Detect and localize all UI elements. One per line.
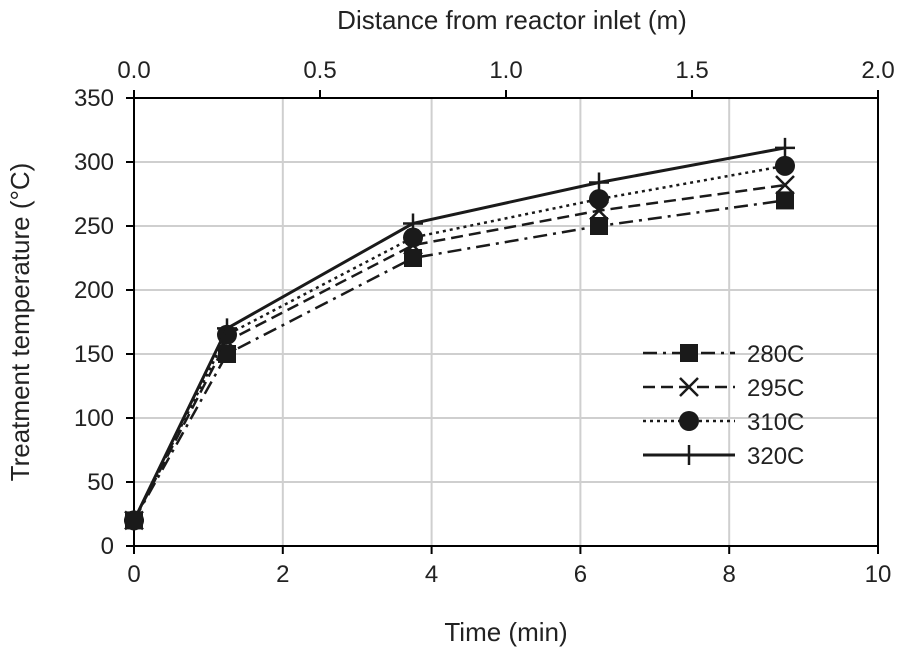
top-x-tick-label: 0.0 bbox=[117, 57, 150, 84]
data-point-310C bbox=[589, 189, 609, 210]
x-tick-label: 0 bbox=[127, 561, 140, 588]
y-tick-label: 300 bbox=[74, 149, 114, 176]
y-tick-label: 0 bbox=[101, 533, 114, 560]
data-point-320C bbox=[124, 510, 144, 531]
legend-marker bbox=[680, 344, 698, 362]
x-tick-label: 2 bbox=[276, 561, 289, 588]
legend: 280C 295C 310C 320C bbox=[643, 341, 804, 470]
data-point-320C bbox=[589, 172, 609, 193]
series-320C bbox=[124, 137, 795, 531]
x-axis-title: Time (min) bbox=[444, 617, 567, 647]
top-x-tick-label: 1.0 bbox=[489, 57, 522, 84]
data-point-280C bbox=[776, 191, 794, 210]
x-tick-label: 10 bbox=[865, 561, 892, 588]
legend-item-310C: 310C bbox=[643, 409, 804, 436]
data-point-310C bbox=[775, 155, 795, 176]
legend-label: 295C bbox=[747, 375, 804, 402]
legend-label: 280C bbox=[747, 341, 804, 368]
data-point-320C bbox=[217, 318, 237, 339]
data-point-280C bbox=[218, 345, 236, 363]
y-tick-label: 200 bbox=[74, 277, 114, 304]
series-280C bbox=[125, 191, 794, 530]
legend-marker bbox=[679, 445, 699, 465]
legend-item-295C: 295C bbox=[643, 375, 804, 402]
legend-marker bbox=[679, 377, 699, 397]
data-point-320C bbox=[403, 213, 423, 234]
data-point-320C bbox=[775, 137, 795, 158]
x-tick-label: 4 bbox=[425, 561, 438, 588]
top-x-tick-label: 1.5 bbox=[675, 57, 708, 84]
top-x-tick-label: 2.0 bbox=[861, 57, 894, 84]
x-tick-label: 8 bbox=[723, 561, 736, 588]
data-point-295C bbox=[775, 175, 795, 195]
x-tick-label: 6 bbox=[574, 561, 587, 588]
y-tick-label: 50 bbox=[87, 469, 114, 496]
legend-item-280C: 280C bbox=[643, 341, 804, 368]
y-tick-label: 350 bbox=[74, 85, 114, 112]
y-tick-label: 250 bbox=[74, 213, 114, 240]
series-line-295C bbox=[132, 183, 786, 521]
data-point-280C bbox=[590, 217, 608, 235]
legend-item-320C: 320C bbox=[643, 443, 804, 470]
data-point-280C bbox=[404, 249, 422, 267]
legend-label: 320C bbox=[747, 443, 804, 470]
legend-marker bbox=[679, 411, 699, 431]
top-axis-title: Distance from reactor inlet (m) bbox=[337, 5, 687, 35]
y-tick-label: 100 bbox=[74, 405, 114, 432]
data-point-310C bbox=[403, 227, 423, 248]
grid-lines bbox=[134, 98, 878, 546]
legend-label: 310C bbox=[747, 409, 804, 436]
y-tick-label: 150 bbox=[74, 341, 114, 368]
top-x-tick-label: 0.5 bbox=[303, 57, 336, 84]
series-layer bbox=[124, 137, 795, 531]
y-axis-title: Treatment temperature (°C) bbox=[5, 163, 35, 482]
